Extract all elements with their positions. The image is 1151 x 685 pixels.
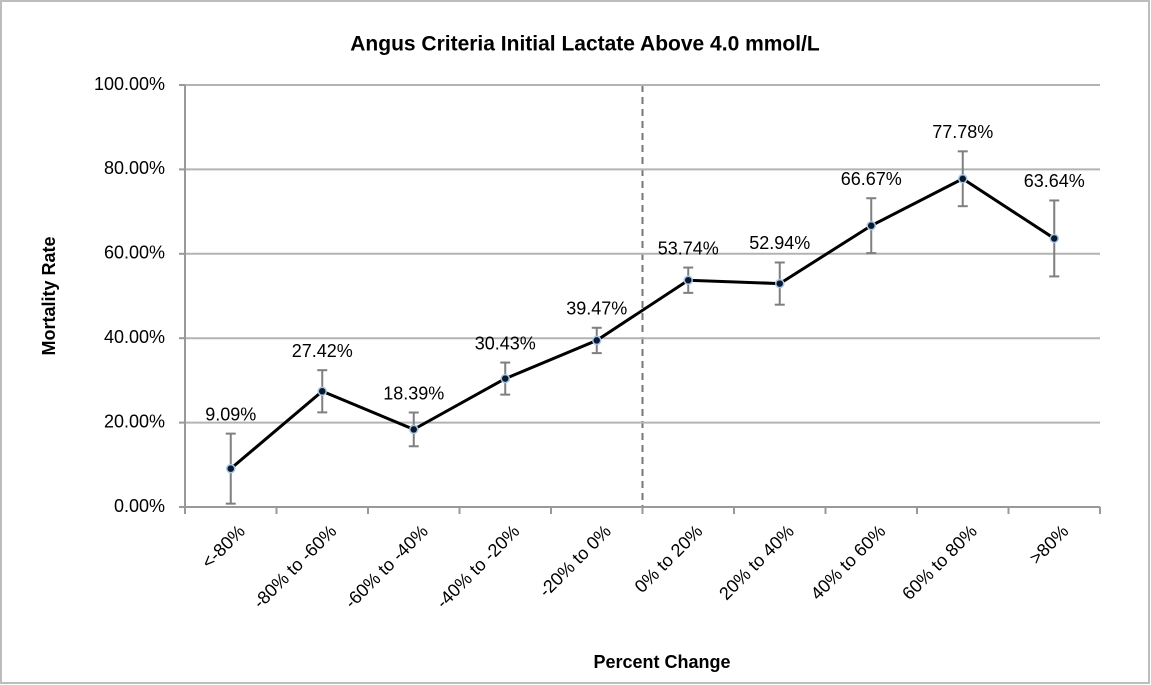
data-label: 9.09% bbox=[205, 404, 256, 424]
point bbox=[592, 335, 602, 346]
y-tick-label: 60.00% bbox=[104, 243, 165, 263]
chart-title: Angus Criteria Initial Lactate Above 4.0… bbox=[350, 33, 820, 56]
point bbox=[958, 174, 968, 184]
line bbox=[229, 177, 1056, 470]
point bbox=[683, 275, 693, 285]
point bbox=[866, 220, 876, 231]
y-tick-label: 0.00% bbox=[114, 496, 165, 516]
point bbox=[409, 424, 419, 435]
y-tick-label: 100.00% bbox=[94, 74, 165, 94]
data-label: 63.64% bbox=[1024, 171, 1085, 191]
data-label: 30.43% bbox=[475, 333, 536, 353]
x-axis-label: Percent Change bbox=[593, 652, 730, 672]
y-tick-label: 80.00% bbox=[104, 158, 165, 178]
data-label: 66.67% bbox=[841, 169, 902, 189]
data-label: 53.74% bbox=[658, 238, 719, 258]
y-tick-label: 20.00% bbox=[104, 411, 165, 431]
point bbox=[317, 386, 327, 397]
data-label: 18.39% bbox=[383, 383, 444, 403]
point bbox=[1049, 233, 1059, 244]
data-label: 39.47% bbox=[566, 299, 627, 319]
data-label: 52.94% bbox=[749, 233, 810, 253]
data-label: 27.42% bbox=[292, 341, 353, 361]
point bbox=[775, 278, 785, 289]
data-label: 77.78% bbox=[932, 122, 993, 142]
point bbox=[226, 463, 236, 474]
y-tick-label: 40.00% bbox=[104, 327, 165, 347]
y-axis-label: Mortality Rate bbox=[39, 236, 59, 355]
point bbox=[500, 373, 510, 384]
